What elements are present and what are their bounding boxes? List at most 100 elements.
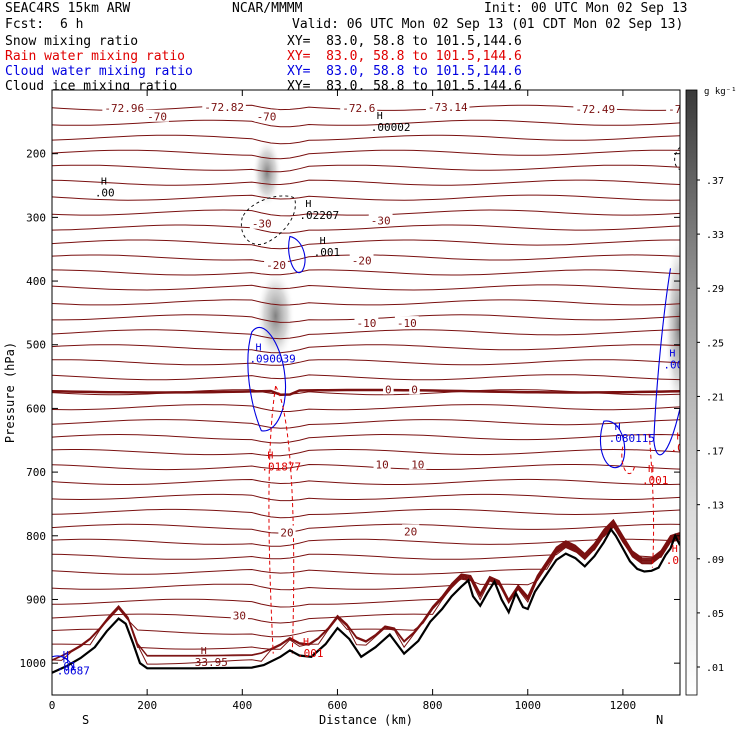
isotherm-label-bg: [383, 382, 394, 395]
max-label: 33.95: [195, 656, 228, 669]
y-tick-label: 900: [26, 593, 46, 606]
isotherm-label-bg: [264, 258, 288, 271]
forecast-hours: 6 h: [60, 17, 84, 32]
isotherm-label: 20: [404, 525, 417, 538]
isotherm-line: [52, 134, 680, 145]
y-axis-title: Pressure (hPa): [3, 342, 17, 443]
max-label: .001: [666, 554, 693, 567]
isotherm-line: [52, 523, 680, 534]
isotherm-line: [52, 209, 680, 217]
isotherm-line: [52, 463, 680, 471]
max-marker: H: [303, 637, 309, 648]
max-label: .01877: [261, 461, 301, 474]
isotherm-line: [52, 521, 680, 638]
max-marker: H: [320, 236, 326, 247]
isotherm-label-bg: [666, 102, 680, 115]
isotherm-label: -30: [371, 215, 391, 228]
isotherm-line: [52, 448, 680, 457]
rain-water-contour: [268, 386, 277, 654]
isotherm-label-bg: [278, 525, 296, 538]
cloud-water-contour: [52, 655, 74, 670]
colorbar-tick-label: .17: [706, 447, 724, 458]
isotherm-label: -30: [252, 218, 272, 231]
isotherm-line: [52, 419, 680, 429]
isotherm-label: -10: [397, 317, 417, 330]
colorbar-tick-label: .09: [706, 555, 724, 566]
cloud-water-contour: [288, 235, 306, 274]
field-name-snow: Snow mixing ratio: [5, 34, 139, 49]
y-tick-label: 600: [26, 402, 46, 415]
y-tick-label: 400: [26, 275, 46, 288]
isotherm-label-bg: [340, 100, 378, 113]
isotherm-label-bg: [373, 457, 391, 470]
isotherm-line: [52, 374, 680, 381]
isotherm-line: [52, 164, 680, 173]
isotherm-line: [52, 523, 680, 608]
isotherm-line: [52, 433, 680, 444]
max-label: .00002: [371, 121, 411, 134]
colorbar-tick-label: .05: [706, 609, 724, 620]
isotherm-line: [52, 524, 680, 591]
x-tick-label: 600: [328, 699, 348, 712]
isotherm-label-bg: [202, 100, 246, 113]
field-name-cloud-water: Cloud water mixing ratio: [5, 64, 193, 79]
cloud-water-contour: [247, 326, 286, 432]
colorbar-unit: g kg⁻¹: [704, 87, 737, 97]
isotherm-label: -72.4: [668, 103, 701, 116]
isotherm-label: -72.96: [104, 102, 144, 115]
isotherm-label: -70: [147, 111, 167, 124]
field-name-rain: Rain water mixing ratio: [5, 49, 186, 64]
max-label: .001: [297, 647, 324, 660]
max-label: .01: [57, 660, 77, 673]
init-time: Init: 00 UTC Mon 02 Sep 13: [484, 1, 688, 16]
isotherm-line: [52, 518, 680, 661]
colorbar: [685, 89, 698, 696]
direction-north: N: [656, 713, 663, 727]
isotherm-label-bg: [409, 457, 427, 470]
y-tick-label: 1000: [20, 657, 47, 670]
isotherm-line: [52, 284, 680, 291]
isotherm-line: [52, 524, 680, 575]
colorbar-tick-label: .25: [706, 338, 724, 349]
isotherm-label-bg: [354, 316, 379, 329]
isotherm-line: [52, 149, 680, 160]
x-tick-label: 400: [232, 699, 252, 712]
isotherm-label-bg: [145, 109, 169, 122]
isotherm-label: 20: [280, 527, 293, 540]
isotherm-label-bg: [425, 100, 470, 113]
direction-south: S: [82, 713, 89, 727]
isotherm-line: [52, 119, 680, 128]
terrain-line: [52, 527, 680, 674]
isotherm-line: [52, 493, 680, 502]
max-marker: H: [615, 422, 621, 433]
field-xy-cloud-water: XY= 83.0, 58.8 to 101.5,144.6: [287, 64, 522, 79]
isotherm-label: -20: [266, 259, 286, 272]
colorbar-tick-label: .13: [706, 501, 724, 512]
x-axis-title: Distance (km): [319, 713, 413, 727]
y-tick-label: 300: [26, 211, 46, 224]
x-tick-label: 0: [49, 699, 56, 712]
y-tick-label: 800: [26, 530, 46, 543]
isotherm-line: [52, 404, 680, 412]
snow-shading: [252, 138, 282, 207]
isotherm-line: [52, 508, 680, 519]
isotherm-label: 0: [385, 383, 392, 396]
field-xy-rain: XY= 83.0, 58.8 to 101.5,144.6: [287, 49, 522, 64]
x-tick-label: 1000: [515, 699, 542, 712]
isotherm-label-bg: [249, 216, 274, 229]
isotherm-label: -73.14: [428, 101, 468, 114]
max-marker: H: [377, 111, 383, 122]
isotherm-line: [52, 521, 680, 650]
isotherm-line: [52, 359, 680, 366]
y-tick-label: 500: [26, 339, 46, 352]
x-tick-label: 1200: [610, 699, 637, 712]
isotherm-label-bg: [230, 608, 248, 621]
max-label: .080115: [609, 432, 655, 445]
max-label: .02207: [299, 209, 339, 222]
colorbar-tick-label: .01: [706, 663, 724, 674]
isotherm-label: -72.49: [575, 103, 615, 116]
isotherm-label: -10: [356, 317, 376, 330]
plot-frame: [51, 89, 681, 696]
max-label: .090039: [249, 352, 295, 365]
